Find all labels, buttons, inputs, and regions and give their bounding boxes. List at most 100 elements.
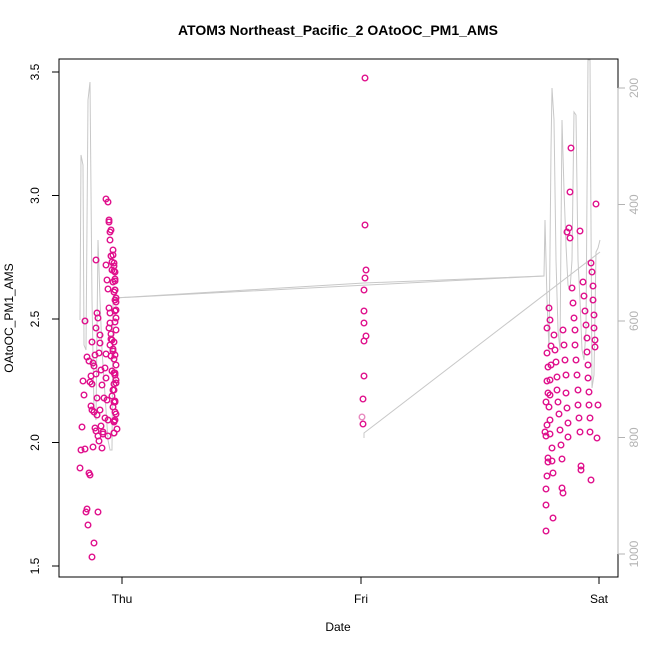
secondary-line-segment-1 <box>113 275 545 299</box>
data-point <box>584 361 592 369</box>
data-point <box>111 398 119 406</box>
data-point <box>360 286 368 294</box>
data-point <box>564 419 572 427</box>
data-point <box>359 420 367 428</box>
data-point <box>81 317 89 325</box>
data-point <box>579 278 587 286</box>
data-point <box>83 505 91 513</box>
data-point <box>102 261 110 269</box>
secondary-series-line <box>79 59 601 451</box>
data-point <box>582 321 590 329</box>
data-point <box>80 391 88 399</box>
data-point <box>561 356 569 364</box>
data-point <box>359 395 367 403</box>
data-point <box>594 401 602 409</box>
data-point <box>110 386 118 394</box>
y-axis: 1.5 2.0 2.5 3.0 3.5 <box>28 63 60 574</box>
data-point <box>111 369 119 377</box>
data-point <box>543 472 551 480</box>
data-point <box>111 286 119 294</box>
data-point <box>585 388 593 396</box>
data-point <box>571 341 579 349</box>
data-point <box>92 370 100 378</box>
data-point <box>552 358 560 366</box>
data-point <box>574 401 582 409</box>
data-point <box>584 374 592 382</box>
data-point <box>574 386 582 394</box>
data-point <box>95 437 103 445</box>
data-point <box>361 221 369 229</box>
data-point <box>90 362 98 370</box>
secondary-line-segment-0 <box>79 59 601 451</box>
data-point <box>360 337 368 345</box>
y-tick-label: 3.5 <box>28 63 42 80</box>
data-point <box>577 466 585 474</box>
data-point <box>361 274 369 282</box>
data-points <box>76 74 602 561</box>
data-point <box>559 489 567 497</box>
chart-title: ATOM3 Northeast_Pacific_2 OAtoOC_PM1_AMS <box>178 22 498 38</box>
data-point <box>575 414 583 422</box>
data-point <box>112 361 120 369</box>
data-point <box>112 379 120 387</box>
data-point <box>109 246 117 254</box>
data-point <box>111 318 119 326</box>
x-tick-label: Fri <box>354 592 368 606</box>
data-point <box>98 381 106 389</box>
data-point <box>547 342 555 350</box>
data-point <box>586 428 594 436</box>
data-point <box>576 428 584 436</box>
data-point <box>94 508 102 516</box>
y-axis-secondary: 200 400 600 800 1000 <box>617 78 641 567</box>
data-point <box>96 331 104 339</box>
data-point <box>360 372 368 380</box>
data-point <box>549 514 557 522</box>
data-point <box>102 374 110 382</box>
data-point <box>96 406 104 414</box>
secondary-tick-label: 200 <box>627 78 641 98</box>
data-point <box>110 267 118 275</box>
data-point <box>542 501 550 509</box>
data-point <box>111 351 119 359</box>
data-point <box>591 343 599 351</box>
data-point <box>101 364 109 372</box>
data-point <box>566 234 574 242</box>
data-point <box>111 268 119 276</box>
data-point <box>583 334 591 342</box>
data-point <box>562 389 570 397</box>
data-point <box>548 444 556 452</box>
data-point <box>111 307 119 315</box>
secondary-tick-label: 600 <box>627 311 641 331</box>
data-point <box>81 445 89 453</box>
data-point <box>580 292 588 300</box>
x-axis: Thu Fri Sat <box>112 576 609 606</box>
plot-border <box>58 58 619 578</box>
data-point <box>112 314 120 322</box>
data-point <box>95 349 103 357</box>
data-point <box>103 276 111 284</box>
data-point <box>576 227 584 235</box>
data-point <box>549 469 557 477</box>
data-point <box>94 314 102 322</box>
data-point <box>358 413 366 421</box>
data-point <box>97 422 105 430</box>
data-point <box>590 311 598 319</box>
data-point <box>110 418 118 426</box>
data-point <box>564 433 572 441</box>
data-point <box>93 394 101 402</box>
data-point <box>592 200 600 208</box>
data-point <box>98 444 106 452</box>
data-point <box>110 429 118 437</box>
data-point <box>87 402 95 410</box>
data-point <box>360 307 368 315</box>
y-tick-label: 1.5 <box>28 557 42 574</box>
data-point <box>112 298 120 306</box>
data-point <box>86 471 94 479</box>
data-point <box>88 406 96 414</box>
data-point <box>105 216 113 224</box>
data-point <box>583 348 591 356</box>
data-point <box>550 331 558 339</box>
data-point <box>587 476 595 484</box>
data-point <box>560 341 568 349</box>
